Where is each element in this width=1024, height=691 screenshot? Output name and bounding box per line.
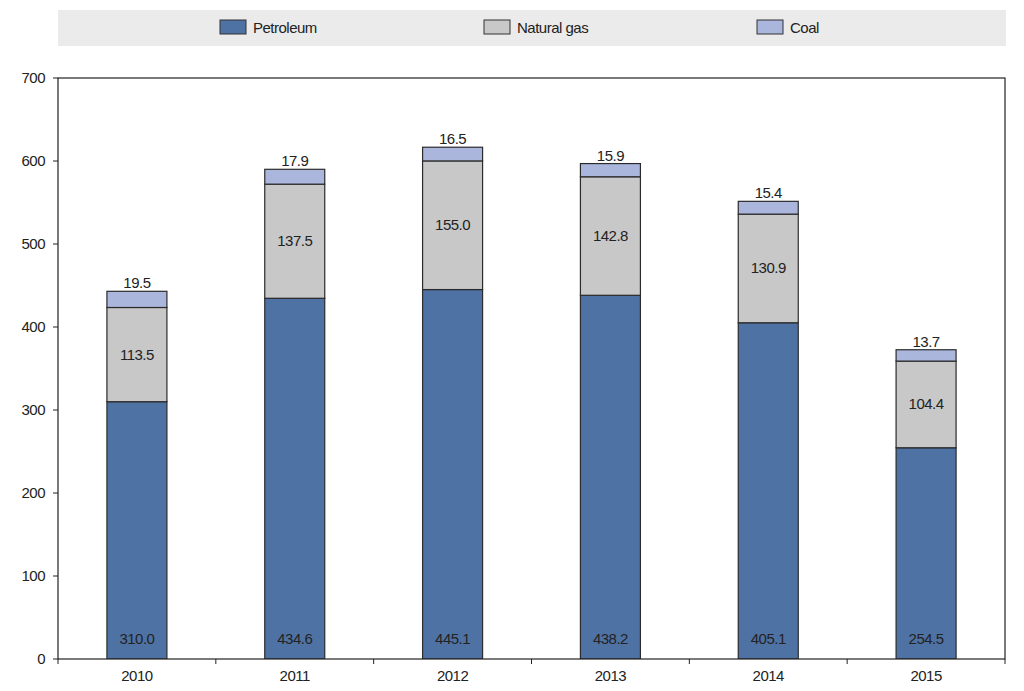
bar [265,169,325,184]
y-tick [53,410,58,411]
data-label: 434.6 [277,630,312,647]
x-tick [847,659,848,664]
bar [265,298,325,659]
data-label: 15.9 [597,147,624,164]
x-tick [215,659,216,664]
bar [107,307,167,401]
bar [107,291,167,307]
legend-swatch [484,20,510,34]
data-label: 142.8 [593,227,628,244]
legend-swatch [220,20,246,34]
x-tick-label: 2013 [595,667,627,684]
y-tick-label: 300 [21,401,45,418]
bar [738,323,798,659]
bar [738,214,798,323]
x-tick [1005,659,1006,664]
legend-label: Coal [790,19,819,36]
x-tick-label: 2011 [280,667,310,684]
bar [265,184,325,298]
data-label: 104.4 [909,395,944,412]
legend-label: Petroleum [253,19,317,36]
plot-frame [58,78,1005,659]
data-label: 445.1 [435,630,470,647]
y-tick-label: 100 [21,567,45,584]
x-tick [58,659,59,664]
bar [423,147,483,161]
y-tick [53,659,58,660]
bar [896,350,956,361]
y-tick [53,576,58,577]
data-label: 16.5 [439,130,466,147]
x-tick-label: 2012 [437,667,469,684]
y-tick [53,493,58,494]
x-tick [689,659,690,664]
y-tick-label: 400 [21,318,45,335]
y-tick-label: 200 [21,484,45,501]
data-label: 13.7 [912,333,939,350]
x-tick-label: 2015 [910,667,942,684]
data-label: 130.9 [751,259,786,276]
y-tick [53,161,58,162]
y-tick [53,78,58,79]
data-label: 310.0 [119,630,154,647]
legend-band [58,10,1006,46]
bar [423,161,483,290]
bar [896,448,956,659]
y-tick-label: 0 [37,650,45,667]
bar [738,201,798,214]
bar [423,290,483,659]
data-labels: 310.0 113.5 19.5 434.6 137.5 17.9 445.1 155.0 16… [119,130,943,647]
y-tick-label: 500 [21,235,45,252]
data-label: 438.2 [593,630,628,647]
legend-swatch [757,20,783,34]
data-label: 405.1 [751,630,786,647]
bar [107,402,167,659]
y-tick [53,327,58,328]
bar [896,361,956,448]
x-tick [531,659,532,664]
bar [580,177,640,296]
data-label: 15.4 [755,184,782,201]
data-label: 137.5 [277,232,312,249]
chart: Petroleum Natural gas Coal 310.0 113.5 19.5 43… [0,0,1024,691]
y-tick-label: 600 [21,152,45,169]
legend-label: Natural gas [517,19,588,36]
bars [107,147,956,659]
data-label: 17.9 [281,152,308,169]
bar [580,164,640,177]
y-tick-label: 700 [21,69,45,86]
x-tick-label: 2010 [121,667,153,684]
y-tick [53,244,58,245]
x-tick [373,659,374,664]
data-label: 113.5 [120,346,154,363]
data-label: 155.0 [435,216,470,233]
x-tick-label: 2014 [753,667,785,684]
bar [580,295,640,659]
data-label: 19.5 [123,274,150,291]
data-label: 254.5 [909,630,944,647]
